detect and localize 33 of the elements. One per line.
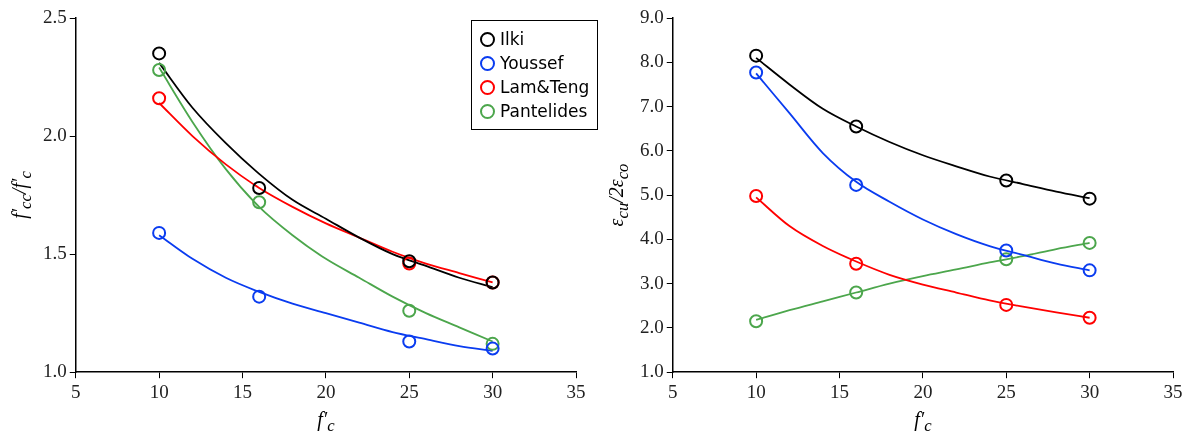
legend-label: Youssef bbox=[500, 53, 564, 73]
y-tick-label: 2.0 bbox=[640, 315, 664, 337]
y-tick-label: 9.0 bbox=[640, 5, 664, 27]
y-tick-label: 7.0 bbox=[640, 94, 664, 116]
x-tick-label: 10 bbox=[746, 380, 766, 402]
x-tick-label: 5 bbox=[668, 380, 678, 402]
y-tick-label: 1.0 bbox=[43, 360, 67, 382]
x-tick-label: 10 bbox=[149, 380, 169, 402]
x-tick-label: 25 bbox=[399, 380, 419, 402]
x-tick-label: 5 bbox=[71, 380, 81, 402]
legend-label: Pantelides bbox=[500, 101, 588, 121]
y-tick-label: 4.0 bbox=[640, 227, 664, 249]
y-tick-label: 2.0 bbox=[43, 124, 67, 146]
x-tick-label: 25 bbox=[996, 380, 1016, 402]
x-tick-label: 20 bbox=[316, 380, 336, 402]
y-tick-label: 3.0 bbox=[640, 271, 664, 293]
y-tick-label: 1.5 bbox=[43, 242, 67, 264]
legend-label: Ilki bbox=[500, 29, 525, 49]
x-tick-label: 15 bbox=[233, 380, 252, 402]
y-tick-label: 8.0 bbox=[640, 50, 664, 72]
x-tick-label: 30 bbox=[1080, 380, 1100, 402]
y-tick-label: 2.5 bbox=[43, 5, 67, 27]
x-tick-label: 35 bbox=[1163, 380, 1183, 402]
y-tick-label: 5.0 bbox=[640, 183, 664, 205]
legend-label: Lam&Teng bbox=[500, 77, 590, 97]
x-axis-title: f′$_{c}$ bbox=[317, 408, 335, 437]
x-tick-label: 35 bbox=[566, 380, 586, 402]
x-tick-label: 20 bbox=[913, 380, 933, 402]
y-tick-label: 6.0 bbox=[640, 138, 664, 160]
x-tick-label: 15 bbox=[830, 380, 849, 402]
y-tick-label: 1.0 bbox=[640, 360, 664, 382]
x-axis-title: f′$_{c}$ bbox=[914, 408, 932, 437]
x-tick-label: 30 bbox=[483, 380, 503, 402]
